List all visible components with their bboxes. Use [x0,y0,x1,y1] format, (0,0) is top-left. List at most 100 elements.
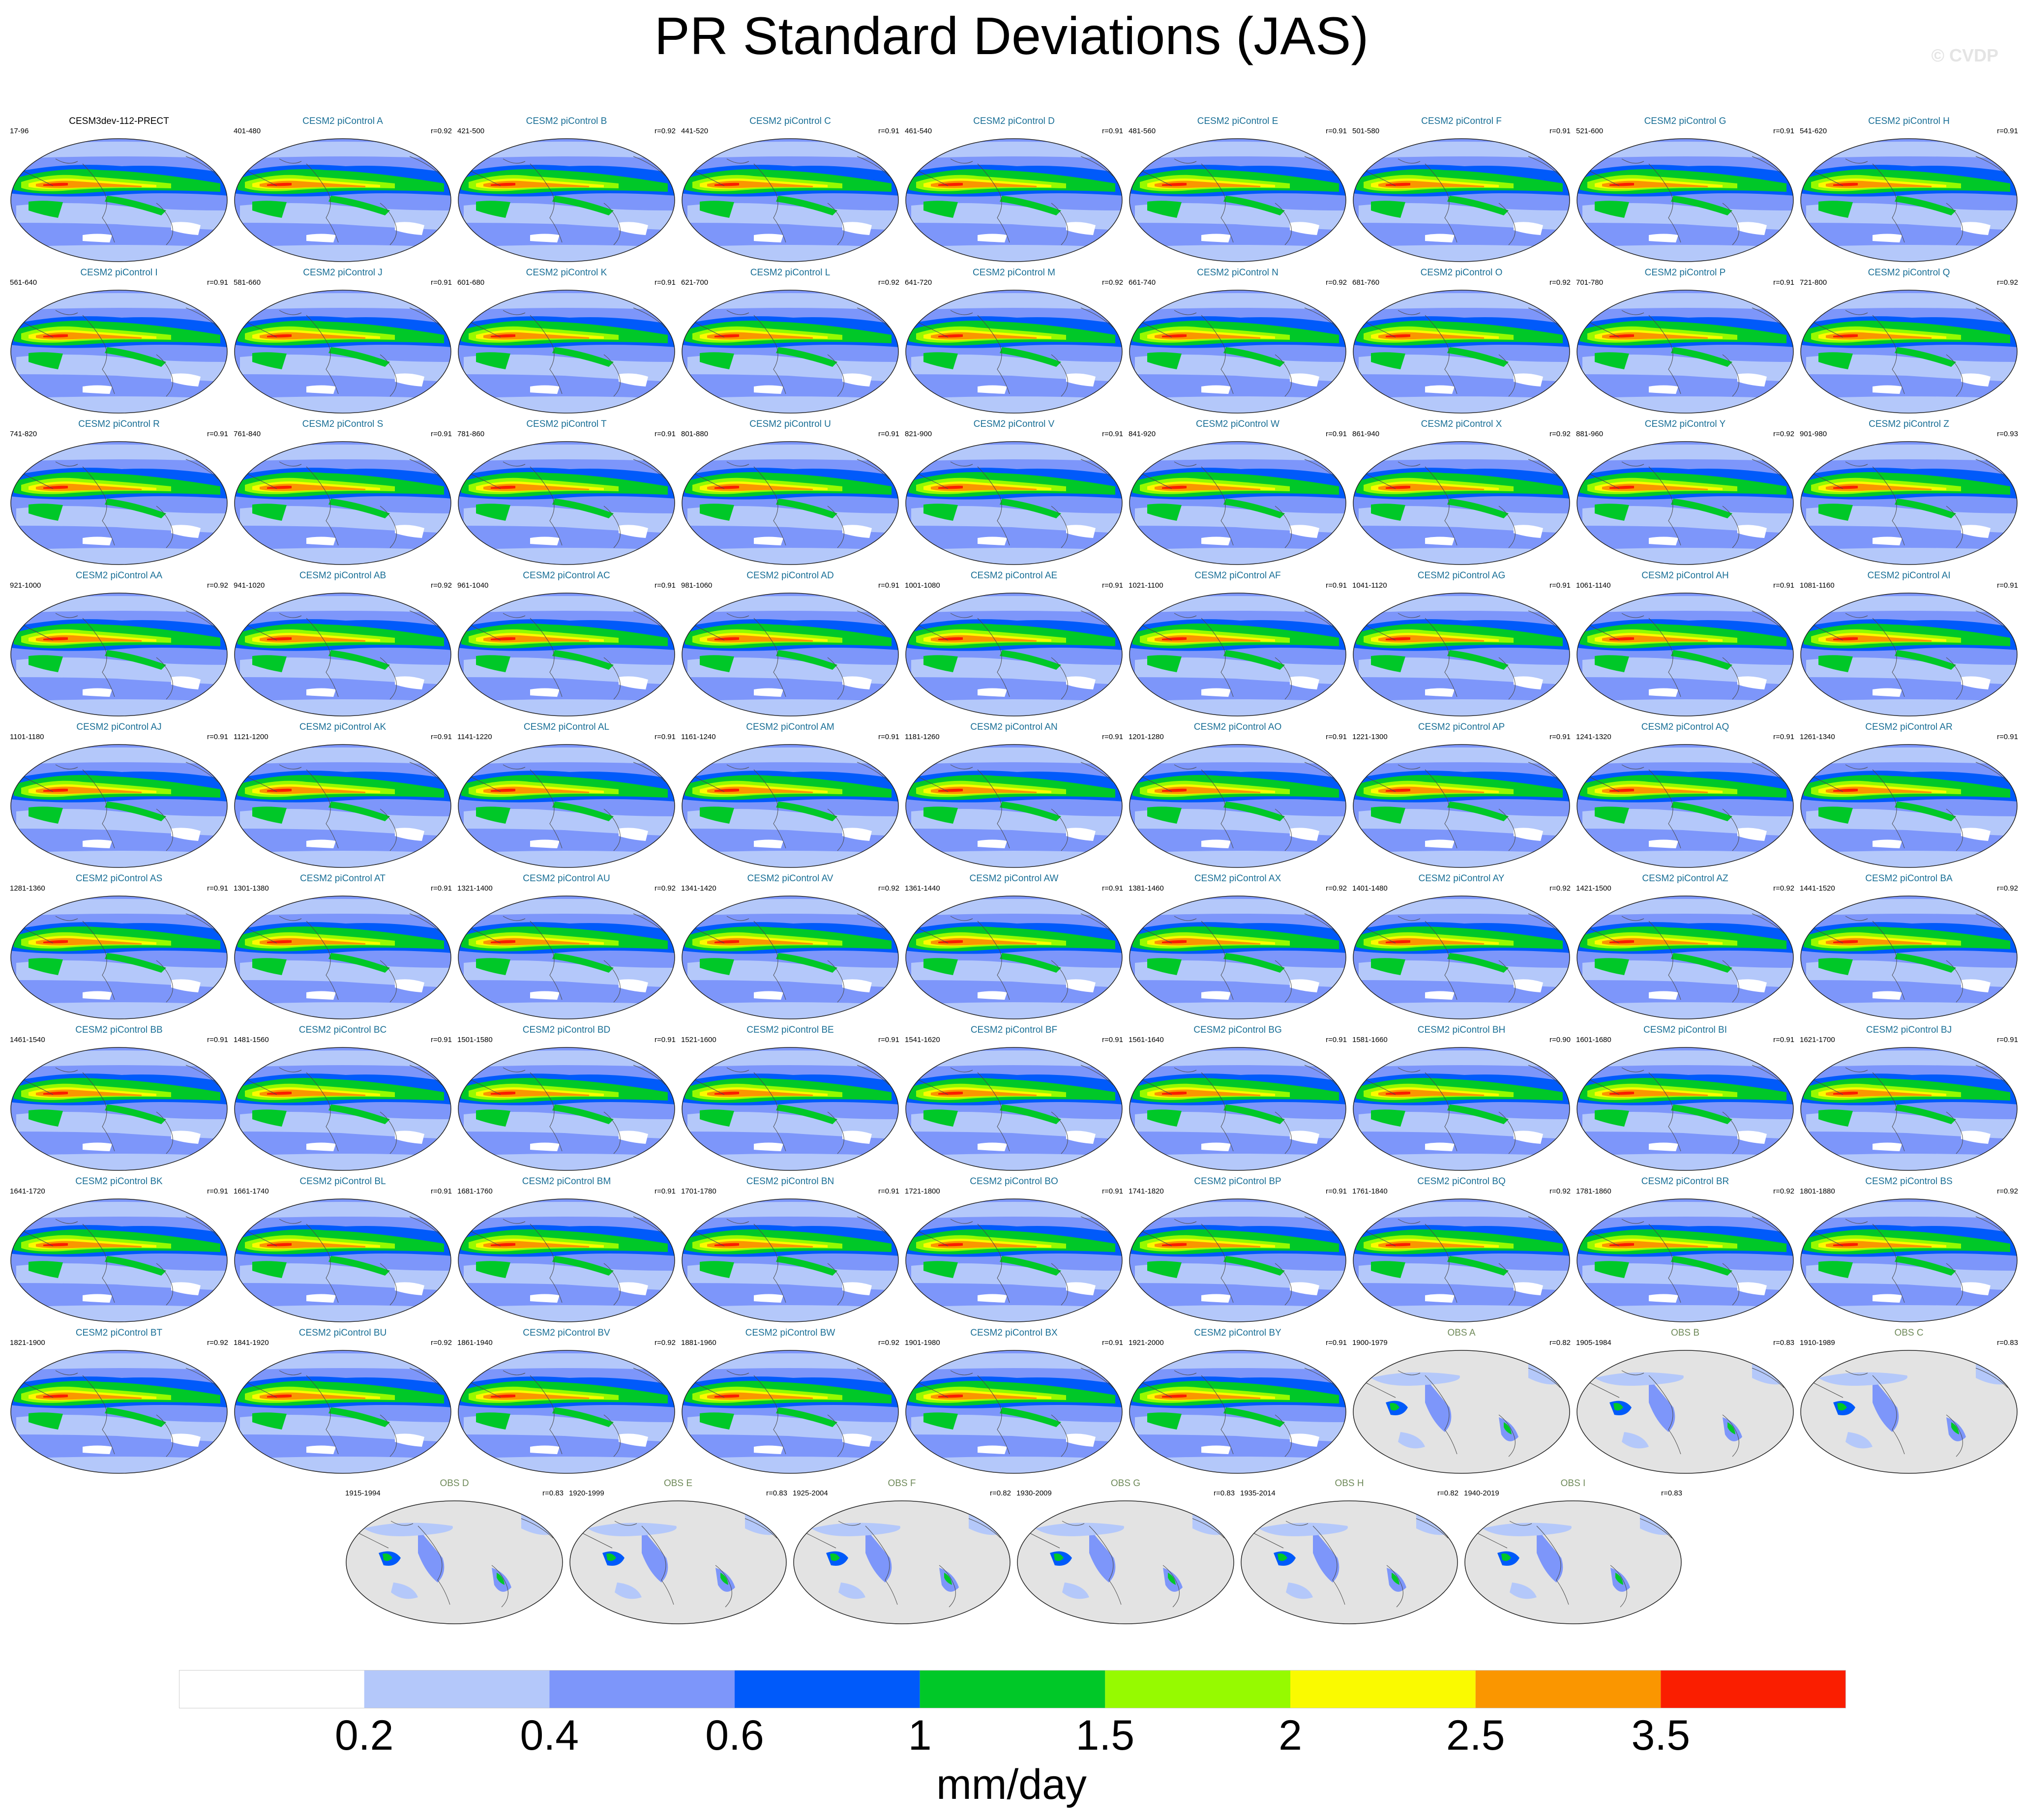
global-map [682,744,899,868]
map-panel: CESM2 piControl G 521-600 r=0.91 [1575,116,1795,264]
global-map [1577,1198,1794,1322]
panel-correlation: r=0.91 [1326,581,1347,590]
panel-years: 521-600 [1576,127,1604,135]
panel-title: CESM2 piControl B [526,116,607,126]
panel-correlation: r=0.91 [654,733,676,741]
map-panel: CESM2 piControl BO 1721-1800 r=0.91 [904,1176,1124,1324]
global-map [10,1198,228,1322]
colorbar-swatch [549,1670,735,1708]
panel-title: CESM3dev-112-PRECT [69,116,169,126]
map-panel: CESM2 piControl BK 1641-1720 r=0.91 [9,1176,229,1324]
panel-years: 1201-1280 [1129,733,1164,741]
panel-title: CESM2 piControl AX [1194,873,1281,884]
colorbar-tick-label: 3.5 [1631,1712,1691,1759]
global-map [1241,1500,1458,1624]
panel-title: CESM2 piControl AQ [1641,722,1729,732]
global-map [682,895,899,1019]
panel-years: 861-940 [1352,430,1380,438]
panel-correlation: r=0.92 [1549,1187,1571,1195]
map-panel: CESM2 piControl K 601-680 r=0.91 [456,268,677,415]
panel-correlation: r=0.92 [1773,1187,1794,1195]
panel-years: 481-560 [1129,127,1156,135]
panel-correlation: r=0.91 [1997,733,2018,741]
panel-years: 1741-1820 [1129,1187,1164,1195]
panel-correlation: r=0.91 [1102,884,1123,893]
map-panel: OBS I 1940-2019 r=0.83 [1463,1478,1683,1626]
map-panel: CESM2 piControl BS 1801-1880 r=0.92 [1799,1176,2019,1324]
panel-correlation: r=0.91 [1102,1036,1123,1044]
panel-years: 1561-1640 [1129,1036,1164,1044]
panel-correlation: r=0.91 [1549,127,1571,135]
map-panel: CESM2 piControl AU 1321-1400 r=0.92 [456,873,677,1021]
panel-years: 1021-1100 [1129,581,1163,590]
panel-years: 1940-2019 [1464,1489,1499,1497]
panel-years: 681-760 [1352,278,1380,287]
panel-years: 961-1040 [457,581,489,590]
global-map [458,138,675,262]
global-map [1577,1047,1794,1171]
map-panel: CESM2 piControl AI 1081-1160 r=0.91 [1799,570,2019,718]
map-panel: CESM2 piControl R 741-820 r=0.91 [9,419,229,567]
panel-correlation: r=0.83 [1661,1489,1682,1497]
global-map [1577,744,1794,868]
global-map [1129,441,1346,565]
panel-correlation: r=0.91 [1549,581,1571,590]
panel-correlation: r=0.91 [1773,278,1794,287]
panel-title: OBS G [1110,1478,1141,1489]
global-map [682,1198,899,1322]
panel-correlation: r=0.92 [1549,430,1571,438]
panel-years: 561-640 [10,278,37,287]
panel-correlation: r=0.91 [1773,581,1794,590]
colorbar-tick-label: 0.6 [705,1712,764,1759]
map-panel: CESM2 piControl F 501-580 r=0.91 [1351,116,1572,264]
panel-years: 1721-1800 [905,1187,940,1195]
panel-title: CESM2 piControl BF [970,1025,1058,1035]
panel-years: 541-620 [1800,127,1827,135]
map-panel: CESM2 piControl AE 1001-1080 r=0.91 [904,570,1124,718]
global-map [905,1198,1123,1322]
panel-years: 1101-1180 [10,733,44,741]
map-panel: CESM2 piControl BJ 1621-1700 r=0.91 [1799,1025,2019,1172]
global-map [1353,593,1570,716]
global-map [1800,138,2018,262]
map-panel: CESM2 piControl I 561-640 r=0.91 [9,268,229,415]
panel-correlation: r=0.83 [1997,1339,2018,1347]
map-panel: CESM2 piControl BR 1781-1860 r=0.92 [1575,1176,1795,1324]
map-panel: CESM2 piControl AB 941-1020 r=0.92 [233,570,453,718]
map-panel: CESM2 piControl AZ 1421-1500 r=0.92 [1575,873,1795,1021]
panel-years: 1935-2014 [1240,1489,1276,1497]
panel-title: CESM2 piControl Z [1869,419,1949,429]
panel-title: CESM2 piControl BL [299,1176,386,1187]
map-panel: CESM2 piControl AJ 1101-1180 r=0.91 [9,722,229,869]
global-map [234,138,451,262]
panel-years: 1321-1400 [457,884,493,893]
panel-title: CESM2 piControl AO [1193,722,1282,732]
panel-correlation: r=0.92 [1773,430,1794,438]
global-map [1353,1198,1570,1322]
panel-correlation: r=0.91 [207,430,228,438]
map-panel: CESM2 piControl AW 1361-1440 r=0.91 [904,873,1124,1021]
panel-years: 1915-1994 [345,1489,381,1497]
map-panel: OBS A 1900-1979 r=0.82 [1351,1328,1572,1475]
panel-years: 701-780 [1576,278,1604,287]
global-map [682,441,899,565]
global-map [1353,441,1570,565]
global-map [793,1500,1011,1624]
panel-title: CESM2 piControl BN [746,1176,834,1187]
map-panel: CESM2 piControl BX 1901-1980 r=0.91 [904,1328,1124,1475]
panel-correlation: r=0.83 [766,1489,787,1497]
panel-title: CESM2 piControl H [1868,116,1950,126]
map-panel: OBS E 1920-1999 r=0.83 [568,1478,788,1626]
map-panel: OBS B 1905-1984 r=0.83 [1575,1328,1795,1475]
panel-correlation: r=0.92 [1326,884,1347,893]
panel-correlation: r=0.92 [654,1339,676,1347]
panel-years: 1501-1580 [457,1036,493,1044]
panel-title: CESM2 piControl AZ [1642,873,1728,884]
panel-title: CESM2 piControl BY [1194,1328,1281,1338]
panel-years: 1920-1999 [569,1489,604,1497]
panel-years: 1161-1240 [681,733,716,741]
map-panel: CESM2 piControl AR 1261-1340 r=0.91 [1799,722,2019,869]
map-panel: CESM2 piControl BY 1921-2000 r=0.91 [1128,1328,1348,1475]
panel-years: 1361-1440 [905,884,940,893]
map-panel: CESM2 piControl BH 1581-1660 r=0.90 [1351,1025,1572,1172]
